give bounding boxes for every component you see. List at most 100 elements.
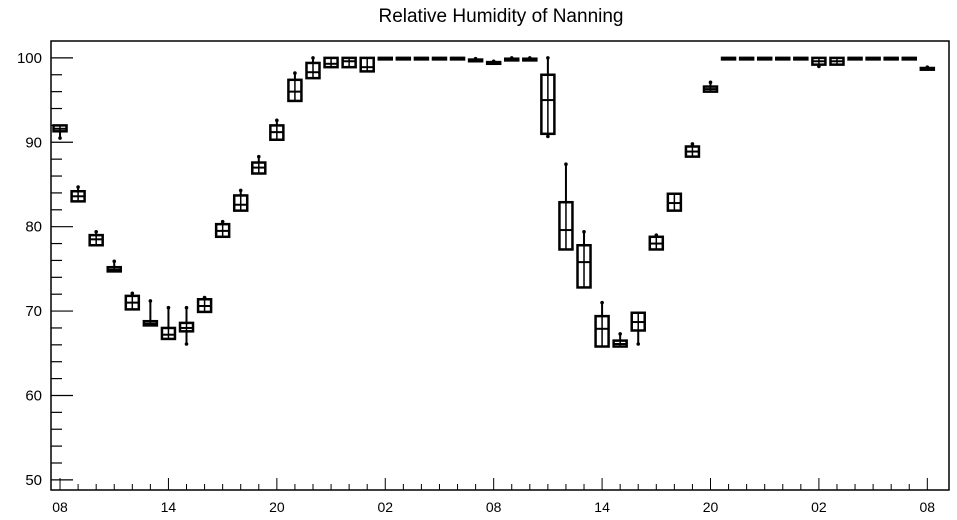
whisker-cap	[148, 299, 153, 303]
whisker-cap	[293, 71, 297, 75]
box-hour-7	[178, 305, 195, 346]
whisker-cap	[636, 342, 641, 346]
whisker-cap	[618, 332, 622, 336]
whisker-cap	[509, 56, 514, 60]
box-hour-25	[503, 56, 520, 62]
box-hour-17	[359, 56, 375, 73]
x-tick-label: 08	[52, 499, 68, 515]
x-tick-label: 02	[811, 499, 827, 515]
whisker-cap	[600, 300, 604, 305]
whisker-cap	[184, 342, 189, 346]
whisker-cap	[94, 229, 98, 234]
box-hour-9	[214, 219, 231, 239]
box-hour-16	[341, 56, 357, 69]
box-hour-31	[612, 332, 628, 348]
whisker-cap	[256, 154, 261, 159]
box-hour-48	[919, 65, 936, 71]
whisker-cap	[184, 305, 189, 310]
box-hour-39	[756, 56, 773, 61]
box-hour-35	[684, 142, 701, 158]
box-hour-2	[88, 229, 104, 247]
box-hour-28	[558, 162, 574, 251]
box-hour-42	[811, 56, 827, 69]
whisker-cap	[546, 56, 550, 60]
box-hour-20	[413, 56, 430, 61]
x-tick-label: 20	[269, 499, 285, 515]
whisker-cap	[76, 185, 80, 189]
whisker-cap	[546, 134, 550, 139]
box-hour-21	[431, 56, 448, 61]
whisker-cap	[202, 295, 207, 300]
whisker-cap	[238, 188, 243, 193]
box-hour-26	[522, 56, 538, 62]
whisker-cap	[582, 229, 586, 234]
x-tick-label: 14	[161, 499, 177, 515]
chart-title: Relative Humidity of Nanning	[378, 6, 623, 27]
whisker-cap	[925, 65, 930, 69]
box-hour-8	[196, 295, 213, 314]
whisker-cap	[528, 56, 532, 60]
whisker-cap	[473, 56, 478, 61]
box-hour-33	[648, 233, 665, 251]
box-hour-6	[160, 305, 177, 341]
whisker-cap	[708, 80, 713, 85]
box-hour-18	[377, 56, 394, 61]
box-hour-19	[395, 56, 412, 61]
box-hour-3	[106, 259, 122, 273]
whisker-cap	[220, 219, 225, 224]
y-tick-label: 50	[25, 472, 42, 489]
whisker-cap	[564, 162, 568, 167]
box-hour-47	[901, 56, 918, 61]
box-hour-38	[738, 56, 755, 61]
whisker-cap	[491, 59, 496, 64]
y-tick-label: 80	[25, 219, 42, 236]
x-axis: 08 14 20 02 08 14 20 02 08	[52, 478, 935, 515]
box-hour-13	[287, 71, 303, 103]
box-hour-45	[865, 56, 881, 61]
x-tick-label: 02	[377, 499, 393, 515]
box-hour-34	[666, 192, 683, 212]
box-hour-29	[576, 229, 592, 289]
box-hour-32	[630, 311, 646, 346]
y-axis: 50 60 70 80 90 100	[17, 50, 73, 489]
whisker-cap	[166, 305, 171, 310]
whisker-cap	[311, 56, 315, 60]
box-hour-4	[124, 291, 141, 311]
box-hour-0	[52, 124, 68, 140]
box-hour-5	[142, 299, 159, 327]
box-hour-11	[251, 154, 267, 175]
x-tick-label: 08	[486, 499, 502, 515]
whisker-cap	[130, 291, 135, 296]
box-hour-10	[232, 188, 249, 212]
box-hour-1	[70, 185, 86, 203]
box-hour-36	[702, 80, 719, 93]
box-hour-12	[269, 118, 285, 141]
y-tick-label: 100	[17, 50, 42, 67]
box-hour-41	[793, 56, 809, 61]
box-hour-44	[847, 56, 863, 61]
box-hour-46	[883, 56, 899, 61]
box-hour-27	[540, 56, 556, 139]
box-hour-40	[775, 56, 791, 61]
x-tick-label: 14	[594, 499, 610, 515]
y-tick-label: 90	[25, 134, 42, 151]
box-hour-14	[305, 56, 321, 80]
box-series	[52, 56, 936, 348]
y-tick-label: 70	[25, 303, 42, 320]
x-tick-label: 08	[920, 499, 936, 515]
whisker-cap	[817, 64, 821, 69]
whisker-cap	[112, 259, 117, 264]
box-hour-15	[323, 56, 339, 69]
box-hour-37	[720, 56, 737, 61]
box-hour-23	[467, 56, 484, 63]
whisker-cap	[690, 142, 695, 146]
y-tick-label: 60	[25, 387, 42, 404]
whisker-cap	[58, 136, 62, 140]
box-hour-22	[449, 56, 466, 61]
x-tick-label: 20	[703, 499, 719, 515]
plot-frame	[50, 40, 950, 491]
box-hour-30	[594, 300, 610, 348]
whisker-cap	[654, 233, 659, 237]
